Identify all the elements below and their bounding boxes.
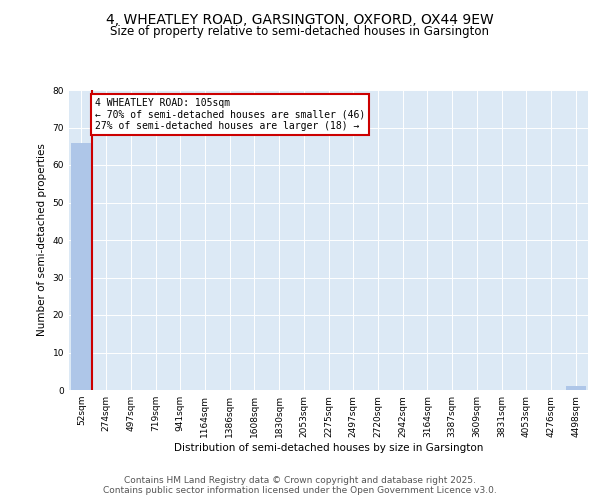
Bar	[71, 142, 91, 390]
Text: Contains HM Land Registry data © Crown copyright and database right 2025.
Contai: Contains HM Land Registry data © Crown c…	[103, 476, 497, 495]
Text: Size of property relative to semi-detached houses in Garsington: Size of property relative to semi-detach…	[110, 25, 490, 38]
Y-axis label: Number of semi-detached properties: Number of semi-detached properties	[37, 144, 47, 336]
X-axis label: Distribution of semi-detached houses by size in Garsington: Distribution of semi-detached houses by …	[174, 442, 483, 452]
Text: 4, WHEATLEY ROAD, GARSINGTON, OXFORD, OX44 9EW: 4, WHEATLEY ROAD, GARSINGTON, OXFORD, OX…	[106, 12, 494, 26]
Bar	[566, 386, 586, 390]
Text: 4 WHEATLEY ROAD: 105sqm
← 70% of semi-detached houses are smaller (46)
27% of se: 4 WHEATLEY ROAD: 105sqm ← 70% of semi-de…	[95, 98, 365, 130]
